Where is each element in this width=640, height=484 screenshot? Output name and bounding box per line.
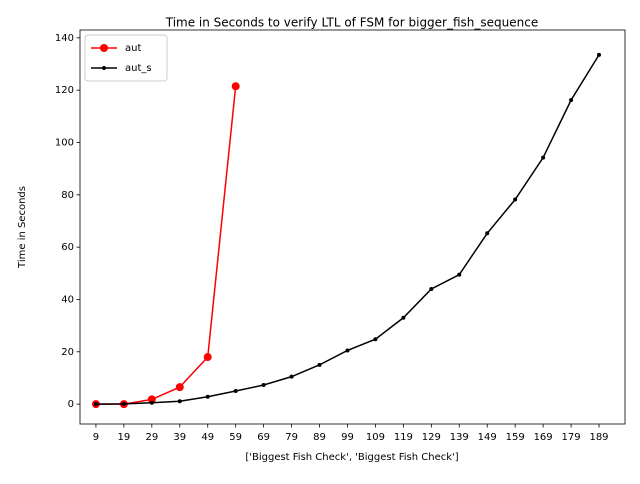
point — [175, 383, 184, 392]
x-tick-label: 79 — [285, 432, 298, 443]
y-tick-label: 20 — [61, 347, 74, 358]
plot-frame — [79, 29, 626, 425]
x-tick-label: 39 — [173, 432, 186, 443]
point — [457, 272, 462, 277]
x-tick-label: 69 — [257, 432, 270, 443]
x-tick-label: 49 — [201, 432, 214, 443]
point — [373, 337, 378, 342]
legend-marker — [100, 44, 108, 52]
legend-label: aut_s — [125, 63, 152, 74]
x-tick-label: 59 — [229, 432, 242, 443]
point — [233, 389, 238, 394]
x-tick-label: 149 — [478, 432, 497, 443]
legend-box — [84, 34, 168, 82]
point — [231, 82, 240, 91]
x-tick-label: 139 — [450, 432, 469, 443]
point — [121, 401, 126, 406]
point — [345, 348, 350, 353]
x-tick-label: 189 — [589, 432, 608, 443]
point — [147, 395, 156, 404]
series-line — [95, 86, 237, 405]
y-tick-label: 0 — [68, 399, 74, 410]
y-tick-label: 80 — [61, 190, 74, 201]
y-tick-label: 140 — [55, 33, 74, 44]
x-tick-label: 169 — [534, 432, 553, 443]
point — [149, 400, 154, 405]
y-tick-label: 60 — [61, 242, 74, 253]
point — [203, 353, 212, 362]
x-tick-label: 99 — [341, 432, 354, 443]
point — [205, 394, 210, 399]
x-tick-label: 19 — [118, 432, 131, 443]
y-tick-label: 100 — [55, 137, 74, 148]
x-tick-label: 9 — [93, 432, 99, 443]
point — [401, 315, 406, 320]
y-axis-label: Time in Seconds — [17, 186, 28, 269]
y-tick-label: 120 — [55, 85, 74, 96]
point — [93, 402, 98, 407]
y-tick-label: 40 — [61, 294, 74, 305]
x-tick-label: 119 — [394, 432, 413, 443]
legend-label: aut — [125, 43, 141, 54]
legend-marker — [102, 66, 106, 70]
point — [513, 197, 518, 202]
point — [597, 52, 602, 57]
point — [485, 231, 490, 236]
x-tick-label: 179 — [562, 432, 581, 443]
point — [317, 362, 322, 367]
x-tick-label: 129 — [422, 432, 441, 443]
chart-title: Time in Seconds to verify LTL of FSM for… — [165, 16, 539, 30]
x-axis-label: ['Biggest Fish Check', 'Biggest Fish Che… — [245, 452, 458, 463]
point — [177, 399, 182, 404]
point — [429, 287, 434, 292]
point — [289, 374, 294, 379]
point — [261, 383, 266, 388]
x-tick-label: 89 — [313, 432, 326, 443]
point — [541, 155, 546, 160]
x-tick-label: 29 — [145, 432, 158, 443]
point — [569, 98, 574, 103]
x-tick-label: 109 — [366, 432, 385, 443]
x-tick-label: 159 — [506, 432, 525, 443]
